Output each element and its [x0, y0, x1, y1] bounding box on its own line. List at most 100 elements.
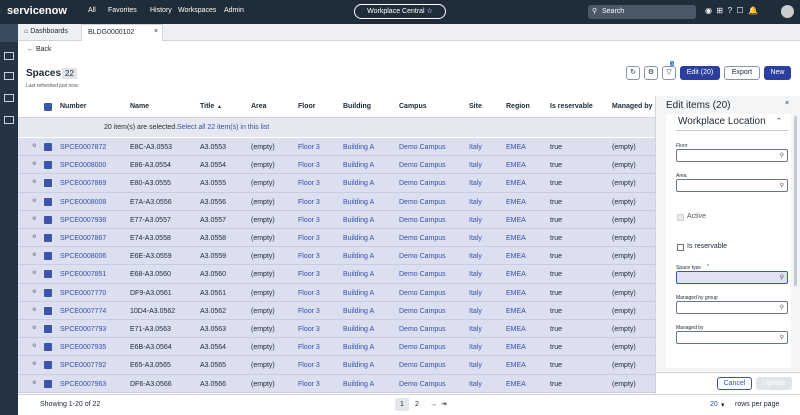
cell[interactable]: EMEA: [506, 253, 526, 261]
row[interactable]: [18, 138, 655, 157]
field-input[interactable]: ⚲: [676, 271, 788, 284]
row-checkbox[interactable]: [44, 361, 52, 370]
new-button[interactable]: New: [764, 66, 791, 80]
row-checkbox[interactable]: [44, 325, 52, 333]
cell[interactable]: Demo Campus: [399, 271, 446, 279]
field-input[interactable]: ⚲: [676, 331, 788, 344]
cell[interactable]: Floor 3: [298, 235, 320, 242]
cell[interactable]: EMEA: [506, 380, 526, 388]
tab[interactable]: ⌂ Dashboards: [24, 28, 68, 35]
cell[interactable]: Demo Campus: [399, 344, 446, 352]
edit-button[interactable]: Edit (20): [680, 66, 720, 80]
column-header[interactable]: Number: [60, 103, 87, 110]
cell[interactable]: Demo Campus: [399, 216, 446, 224]
cell[interactable]: SPCE0007851: [60, 271, 107, 279]
cell[interactable]: Italy: [469, 144, 482, 151]
row[interactable]: [18, 356, 655, 375]
cell[interactable]: Building A: [343, 144, 375, 151]
side-icon[interactable]: [4, 94, 14, 102]
cell[interactable]: Floor 3: [298, 289, 320, 297]
cell[interactable]: Italy: [469, 235, 482, 242]
cell[interactable]: Demo Campus: [399, 289, 446, 297]
cell[interactable]: SPCE0007938: [60, 216, 107, 224]
header-checkbox[interactable]: [44, 103, 52, 111]
row-checkbox[interactable]: [44, 215, 52, 224]
cell[interactable]: Italy: [469, 362, 482, 370]
close-icon[interactable]: ×: [154, 28, 159, 35]
column-header[interactable]: Floor: [298, 103, 316, 110]
column-header[interactable]: Building: [343, 103, 371, 110]
menu-item[interactable]: All: [88, 7, 96, 14]
column-header[interactable]: Managed by: [612, 103, 653, 110]
cell[interactable]: Italy: [469, 162, 482, 170]
cell[interactable]: Building A: [343, 271, 375, 279]
close-icon[interactable]: ×: [785, 100, 790, 107]
cell[interactable]: Building A: [343, 216, 375, 224]
row[interactable]: [18, 229, 655, 248]
row-checkbox[interactable]: [44, 379, 52, 388]
cell[interactable]: Floor 3: [298, 162, 320, 170]
cell[interactable]: Demo Campus: [399, 180, 446, 188]
cell[interactable]: Italy: [469, 326, 482, 333]
cell[interactable]: Floor 3: [298, 362, 320, 370]
cell[interactable]: Demo Campus: [399, 362, 446, 370]
cell[interactable]: Demo Campus: [399, 326, 446, 333]
cell[interactable]: Building A: [343, 253, 375, 261]
cell[interactable]: Demo Campus: [399, 253, 446, 261]
cell[interactable]: Demo Campus: [399, 144, 446, 151]
cell[interactable]: Floor 3: [298, 253, 320, 261]
refresh-button[interactable]: ↻: [626, 66, 640, 80]
cell[interactable]: EMEA: [506, 362, 526, 370]
side-icon[interactable]: [4, 52, 14, 60]
cell[interactable]: Italy: [469, 307, 482, 315]
row-checkbox[interactable]: [44, 161, 52, 170]
rows-per-page[interactable]: 20: [710, 401, 718, 408]
nav-icons[interactable]: ◉ ⊞ ? ☐ 🔔: [705, 6, 759, 15]
home-icon[interactable]: [0, 24, 18, 42]
cell[interactable]: EMEA: [506, 235, 526, 242]
cell[interactable]: SPCE0007774: [60, 307, 107, 315]
cell[interactable]: Demo Campus: [399, 162, 446, 170]
page-2[interactable]: 2: [415, 401, 419, 408]
row[interactable]: [18, 283, 655, 302]
cell[interactable]: Demo Campus: [399, 380, 446, 388]
row[interactable]: [18, 338, 655, 357]
cell[interactable]: EMEA: [506, 198, 526, 206]
cell[interactable]: Italy: [469, 380, 482, 388]
cell[interactable]: Demo Campus: [399, 198, 446, 206]
cell[interactable]: Italy: [469, 216, 482, 224]
row-checkbox[interactable]: [44, 179, 52, 188]
field-input[interactable]: ⚲: [676, 301, 788, 314]
cell[interactable]: EMEA: [506, 216, 526, 224]
cell[interactable]: SPCE0008000: [60, 162, 107, 170]
cell[interactable]: SPCE0007867: [60, 235, 107, 242]
cell[interactable]: Italy: [469, 344, 482, 352]
brand[interactable]: servicenow: [7, 5, 67, 17]
page-1[interactable]: 1: [395, 398, 409, 411]
menu-item[interactable]: Admin: [224, 7, 244, 14]
section-caret[interactable]: ⌃: [776, 118, 782, 125]
cell[interactable]: Demo Campus: [399, 307, 446, 315]
side-icon[interactable]: [4, 72, 14, 80]
column-header[interactable]: Region: [506, 103, 530, 110]
cell[interactable]: Floor 3: [298, 380, 320, 388]
cell[interactable]: Building A: [343, 235, 375, 242]
column-header[interactable]: Title: [200, 103, 215, 110]
cell[interactable]: Floor 3: [298, 198, 320, 206]
cell[interactable]: EMEA: [506, 144, 526, 151]
select-all-link[interactable]: Select all 22 item(s) in this list: [177, 124, 270, 131]
cell[interactable]: Building A: [343, 326, 375, 333]
cell[interactable]: Floor 3: [298, 216, 320, 224]
cell[interactable]: Italy: [469, 180, 482, 188]
row[interactable]: [18, 174, 655, 193]
column-header[interactable]: Site: [469, 103, 482, 110]
column-header[interactable]: Name: [130, 103, 150, 110]
search-box[interactable]: Search ⚲: [588, 5, 696, 19]
row[interactable]: [18, 320, 655, 339]
row[interactable]: [18, 301, 655, 320]
settings-button[interactable]: ⚙: [644, 66, 658, 80]
cell[interactable]: Floor 3: [298, 271, 320, 279]
cell[interactable]: SPCE0007872: [60, 144, 107, 151]
menu-item[interactable]: History: [150, 7, 172, 14]
cell[interactable]: Italy: [469, 271, 482, 279]
